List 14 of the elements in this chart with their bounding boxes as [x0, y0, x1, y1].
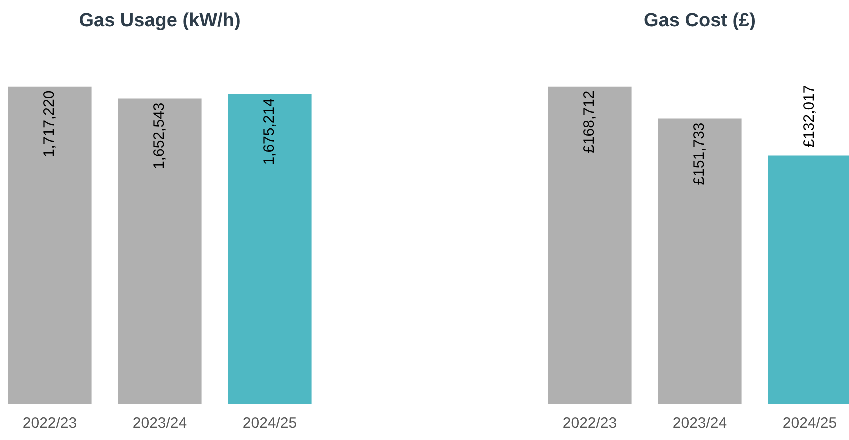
x-tick-label: 2023/24 — [672, 415, 728, 432]
x-tick-label: 2024/25 — [782, 415, 838, 432]
data-label: 1,717,220 — [41, 90, 58, 158]
x-tick-label: 2022/23 — [22, 415, 78, 432]
x-tick-label: 2024/25 — [242, 415, 298, 432]
chart-title: Gas Usage (kW/h) — [79, 10, 241, 32]
chart-title: Gas Cost (£) — [644, 10, 756, 32]
data-label: £132,017 — [801, 85, 818, 148]
x-tick-label: 2022/23 — [562, 415, 618, 432]
data-label: 1,652,543 — [151, 102, 168, 170]
data-label: 1,675,214 — [261, 98, 278, 166]
data-label: £151,733 — [691, 122, 708, 186]
data-label: £168,712 — [581, 90, 598, 154]
x-tick-label: 2023/24 — [132, 415, 188, 432]
